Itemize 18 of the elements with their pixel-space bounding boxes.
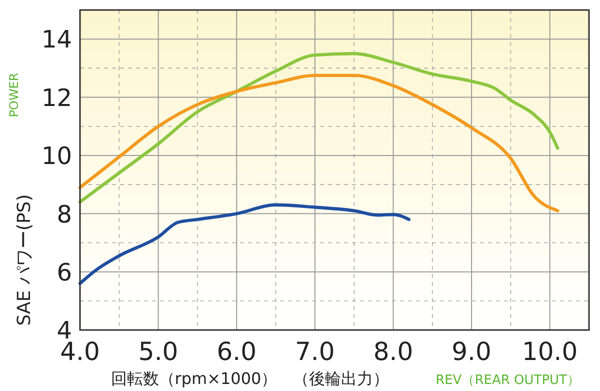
y-tick-label: 12 xyxy=(41,84,72,112)
text: POWER xyxy=(7,72,21,118)
y-tick-label: 8 xyxy=(56,200,72,228)
x-tick-label: 9.0 xyxy=(452,337,492,366)
line-series xyxy=(78,74,560,212)
x-tick-label: 7.0 xyxy=(295,337,335,366)
line-series xyxy=(78,203,410,286)
x-tick-label: 10.0 xyxy=(522,337,578,366)
x-tick-label: 8.0 xyxy=(373,337,414,366)
y-tick-label: 6 xyxy=(56,258,72,286)
y-tick-label: 10 xyxy=(41,142,72,170)
x-axis-title: 回転数（rpm×1000） （後輪出力） xyxy=(110,369,390,388)
y-tick-label: 14 xyxy=(41,26,72,54)
x-tick-label: 6.0 xyxy=(216,337,256,366)
y-axis-title: SAE パワー(PS) xyxy=(14,194,35,326)
text: REV（REAR OUTPUT） xyxy=(436,373,580,388)
line-series xyxy=(78,52,560,204)
x-tick-label: 5.0 xyxy=(138,337,178,366)
